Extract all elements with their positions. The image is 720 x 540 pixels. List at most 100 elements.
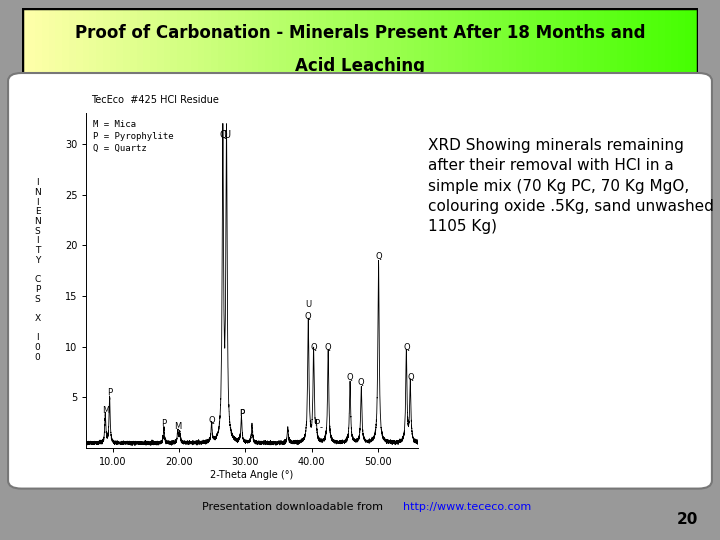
Text: M: M (102, 406, 109, 415)
Text: Q: Q (305, 312, 312, 321)
Text: P: P (161, 419, 166, 428)
Bar (177, 8, 184, 78)
Bar (163, 8, 171, 78)
Bar (665, 8, 671, 78)
Bar (279, 8, 286, 78)
Text: -: - (320, 423, 323, 432)
Bar (117, 8, 123, 78)
Bar (42, 8, 49, 78)
Bar (35, 8, 42, 78)
Bar (96, 8, 103, 78)
Bar (631, 8, 637, 78)
Bar (644, 8, 651, 78)
Bar (252, 8, 258, 78)
Bar (651, 8, 658, 78)
Bar (320, 8, 326, 78)
Bar (292, 8, 299, 78)
Bar (482, 8, 489, 78)
Bar (421, 8, 428, 78)
Text: I
N
I
E
N
S
I
T
Y
 
C
P
S
 
X
 
I
0
0: I N I E N S I T Y C P S X I 0 0 (34, 178, 41, 362)
Text: Proof of Carbonation - Minerals Present After 18 Months and: Proof of Carbonation - Minerals Present … (75, 24, 645, 42)
Bar (150, 8, 157, 78)
Bar (637, 8, 644, 78)
Text: Q: Q (208, 416, 215, 425)
Bar (211, 8, 218, 78)
Bar (557, 8, 563, 78)
Bar (462, 8, 468, 78)
Text: M: M (174, 422, 181, 431)
Bar (306, 8, 312, 78)
Bar (171, 8, 177, 78)
Bar (603, 8, 611, 78)
Bar (611, 8, 617, 78)
Bar (434, 8, 441, 78)
Bar (340, 8, 346, 78)
Bar (238, 8, 245, 78)
Bar (475, 8, 482, 78)
Bar (617, 8, 624, 78)
Bar (62, 8, 69, 78)
Bar (597, 8, 603, 78)
Bar (28, 8, 35, 78)
Bar (441, 8, 448, 78)
Bar (346, 8, 354, 78)
Bar (286, 8, 292, 78)
Bar (590, 8, 597, 78)
Bar (204, 8, 211, 78)
Bar (495, 8, 502, 78)
Bar (258, 8, 265, 78)
Bar (374, 8, 380, 78)
Text: Q: Q (358, 379, 364, 387)
Bar (502, 8, 509, 78)
Bar (272, 8, 279, 78)
Bar (523, 8, 529, 78)
Bar (103, 8, 109, 78)
Text: M = Mica
P = Pyrophylite
Q = Quartz: M = Mica P = Pyrophylite Q = Quartz (93, 120, 174, 153)
Bar (549, 8, 557, 78)
Bar (360, 8, 366, 78)
Bar (387, 8, 394, 78)
Bar (109, 8, 117, 78)
Bar (76, 8, 83, 78)
Text: Q: Q (325, 343, 331, 352)
Bar (563, 8, 570, 78)
Bar (299, 8, 306, 78)
Bar (448, 8, 455, 78)
Bar (245, 8, 252, 78)
Text: Presentation downloadable from: Presentation downloadable from (202, 502, 382, 512)
Bar (658, 8, 665, 78)
Bar (516, 8, 523, 78)
Bar (22, 8, 28, 78)
Text: XRD Showing minerals remaining
after their removal with HCl in a
simple mix (70 : XRD Showing minerals remaining after the… (428, 138, 714, 234)
Bar (380, 8, 387, 78)
Bar (394, 8, 400, 78)
Bar (455, 8, 462, 78)
Bar (624, 8, 631, 78)
Text: Q: Q (347, 373, 354, 382)
Text: P: P (239, 409, 244, 418)
Bar (489, 8, 495, 78)
Bar (137, 8, 143, 78)
Text: TecEco  #425 HCl Residue: TecEco #425 HCl Residue (91, 95, 220, 105)
FancyBboxPatch shape (8, 73, 712, 489)
X-axis label: 2-Theta Angle (°): 2-Theta Angle (°) (210, 470, 294, 480)
Bar (265, 8, 272, 78)
Bar (577, 8, 583, 78)
Bar (89, 8, 96, 78)
Bar (225, 8, 231, 78)
Text: P: P (107, 388, 112, 397)
Bar (509, 8, 516, 78)
Text: Q: Q (375, 252, 382, 260)
Bar (218, 8, 225, 78)
Text: http://www.tececo.com: http://www.tececo.com (403, 502, 531, 512)
Text: Q: Q (403, 343, 410, 352)
Bar (468, 8, 475, 78)
Bar (529, 8, 536, 78)
Text: U: U (223, 130, 230, 140)
Bar (678, 8, 685, 78)
Bar (184, 8, 191, 78)
Bar (366, 8, 374, 78)
Bar (400, 8, 408, 78)
Bar (197, 8, 204, 78)
Text: 20: 20 (677, 512, 698, 527)
